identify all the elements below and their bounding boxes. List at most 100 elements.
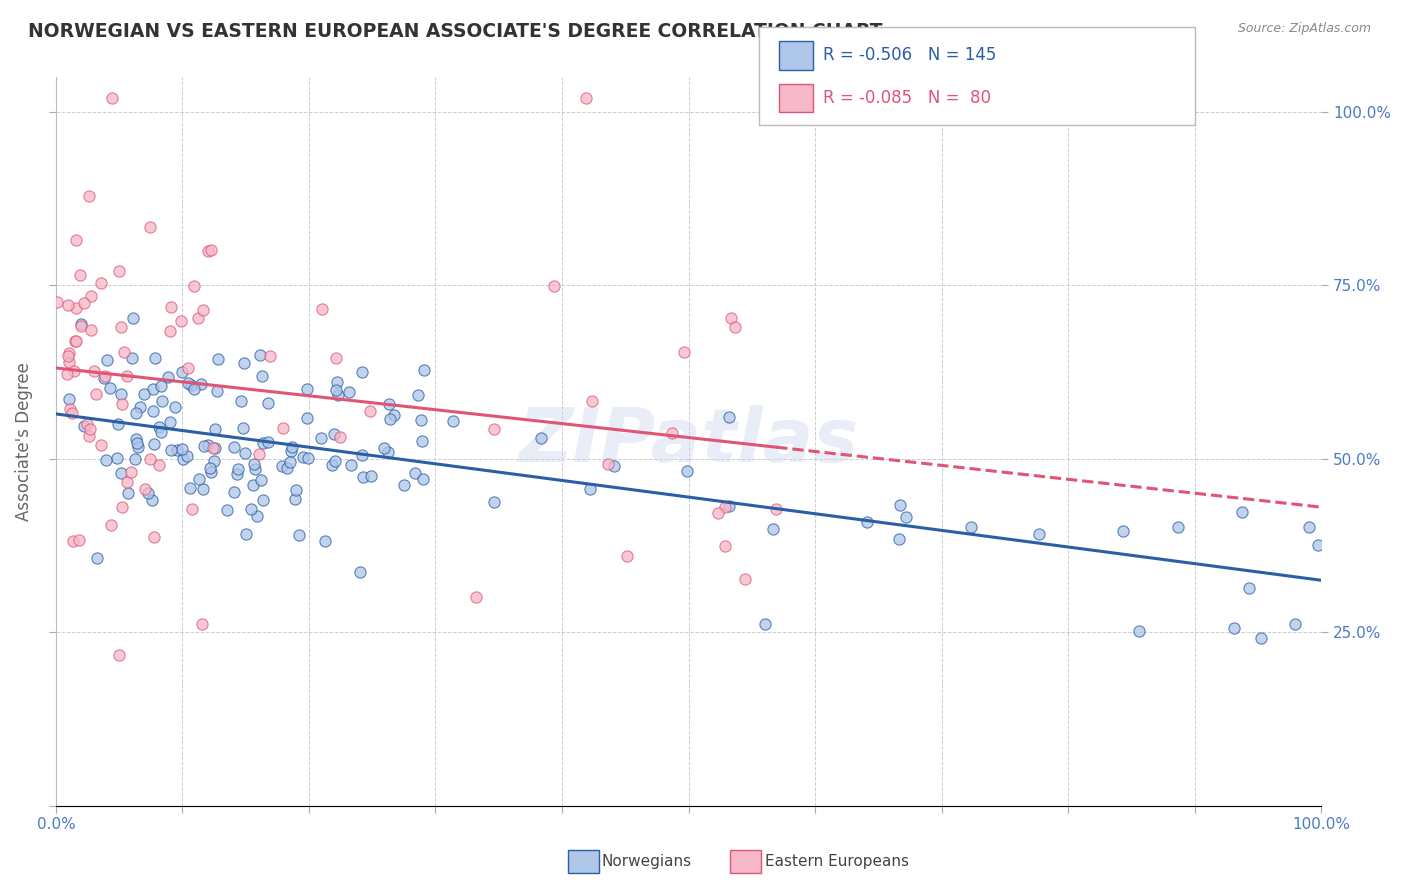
Point <box>323 427 346 442</box>
Point <box>239 502 262 516</box>
Point <box>94 453 117 467</box>
Point <box>190 377 212 392</box>
Point <box>311 301 333 316</box>
Point <box>314 533 336 548</box>
Point <box>596 457 619 471</box>
Point <box>1223 621 1246 635</box>
Point <box>1232 505 1254 519</box>
Point <box>676 464 699 478</box>
Point <box>148 420 170 434</box>
Point <box>143 530 166 544</box>
Point <box>242 477 264 491</box>
Point <box>276 460 298 475</box>
Point <box>115 475 138 490</box>
Point <box>250 473 273 487</box>
Point <box>110 320 132 334</box>
Text: Source: ZipAtlas.com: Source: ZipAtlas.com <box>1237 22 1371 36</box>
Point <box>581 393 603 408</box>
Point <box>139 452 162 467</box>
Point <box>200 465 222 479</box>
Point <box>889 498 911 512</box>
Point <box>177 376 200 390</box>
Point <box>198 461 221 475</box>
Text: NORWEGIAN VS EASTERN EUROPEAN ASSOCIATE'S DEGREE CORRELATION CHART: NORWEGIAN VS EASTERN EUROPEAN ASSOCIATE'… <box>28 22 883 41</box>
Point <box>170 365 193 379</box>
Point <box>83 364 105 378</box>
Point <box>73 419 96 434</box>
Point <box>193 302 215 317</box>
Point <box>148 458 170 472</box>
Point <box>482 495 505 509</box>
Point <box>724 320 747 334</box>
Point <box>197 438 219 452</box>
Point <box>411 413 433 427</box>
Point <box>352 364 374 378</box>
Point <box>894 509 917 524</box>
Point <box>46 294 69 309</box>
Point <box>243 462 266 476</box>
Point <box>329 430 352 444</box>
Point <box>717 499 740 513</box>
Point <box>121 351 143 365</box>
Y-axis label: Associate's Degree: Associate's Degree <box>15 362 32 521</box>
Point <box>339 385 361 400</box>
Point <box>235 527 257 541</box>
Text: ZIPatlas: ZIPatlas <box>519 405 859 478</box>
Point <box>352 448 374 462</box>
Point <box>252 435 274 450</box>
Point <box>217 503 239 517</box>
Point <box>204 454 226 468</box>
Point <box>661 425 683 440</box>
Point <box>58 346 80 360</box>
Point <box>143 351 166 366</box>
Point <box>172 451 194 466</box>
Point <box>111 397 134 411</box>
Point <box>176 449 198 463</box>
Point <box>110 466 132 480</box>
Point <box>107 417 129 431</box>
Point <box>762 522 785 536</box>
Point <box>86 551 108 566</box>
Point <box>193 438 215 452</box>
Point <box>125 432 148 446</box>
Point <box>377 445 399 459</box>
Point <box>134 482 156 496</box>
Point <box>65 301 87 316</box>
Point <box>187 472 209 486</box>
Point <box>717 409 740 424</box>
Point <box>67 533 90 547</box>
Point <box>70 318 93 333</box>
Point <box>136 486 159 500</box>
Point <box>58 355 80 369</box>
Text: Norwegians: Norwegians <box>602 855 692 869</box>
Point <box>59 401 82 416</box>
Point <box>765 502 787 516</box>
Point <box>250 369 273 384</box>
Point <box>125 406 148 420</box>
Point <box>134 386 156 401</box>
Point <box>228 462 250 476</box>
Point <box>108 648 131 662</box>
Point <box>183 383 205 397</box>
Point <box>56 298 79 312</box>
Point <box>360 469 382 483</box>
Point <box>284 483 307 497</box>
Point <box>352 470 374 484</box>
Point <box>713 539 735 553</box>
Point <box>150 425 173 440</box>
Point <box>58 349 80 363</box>
Point <box>90 276 112 290</box>
Point <box>80 323 103 337</box>
Point <box>127 436 149 450</box>
Point <box>224 440 246 454</box>
Point <box>233 356 256 370</box>
Point <box>291 450 314 465</box>
Point <box>112 344 135 359</box>
Point <box>180 377 202 392</box>
Point <box>411 434 433 448</box>
Point <box>484 422 506 436</box>
Point <box>441 414 464 428</box>
Point <box>323 454 346 468</box>
Point <box>65 233 87 247</box>
Point <box>193 482 215 496</box>
